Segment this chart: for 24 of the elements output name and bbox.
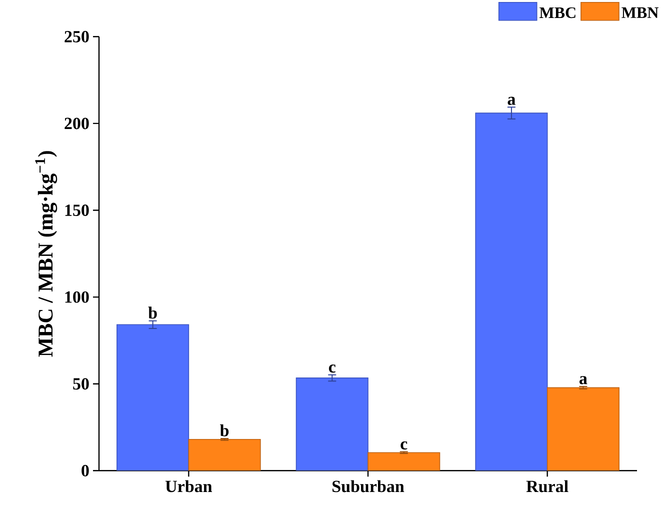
annotation: c: [400, 442, 408, 450]
annotation: a: [579, 376, 588, 384]
legend-label: MBN: [622, 8, 658, 18]
bar: [546, 387, 620, 471]
y-tick-label: 100: [65, 291, 89, 303]
y-tick-label: 250: [64, 31, 89, 43]
annotation: b: [148, 306, 157, 319]
annotation: c: [328, 364, 336, 373]
y-tick-label: 150: [65, 204, 89, 216]
y-axis-title: MBC / MBN (mg·kg$^{−1}$): [35, 151, 58, 357]
legend-label: MBC: [540, 8, 576, 18]
bar: [188, 439, 261, 471]
bar: [296, 378, 368, 471]
y-tick-label: 50: [73, 378, 89, 390]
y-tick-label: 0: [82, 465, 89, 477]
y-tick-label: 200: [64, 118, 89, 130]
bar: [368, 452, 440, 471]
bar: [116, 324, 190, 471]
bar: [475, 112, 548, 471]
annotation: b: [220, 424, 229, 437]
x-tick-label: Suburban: [332, 480, 404, 492]
x-tick-label: Urban: [165, 480, 212, 492]
annotation: a: [508, 96, 516, 106]
x-tick-label: Rural: [526, 480, 568, 492]
